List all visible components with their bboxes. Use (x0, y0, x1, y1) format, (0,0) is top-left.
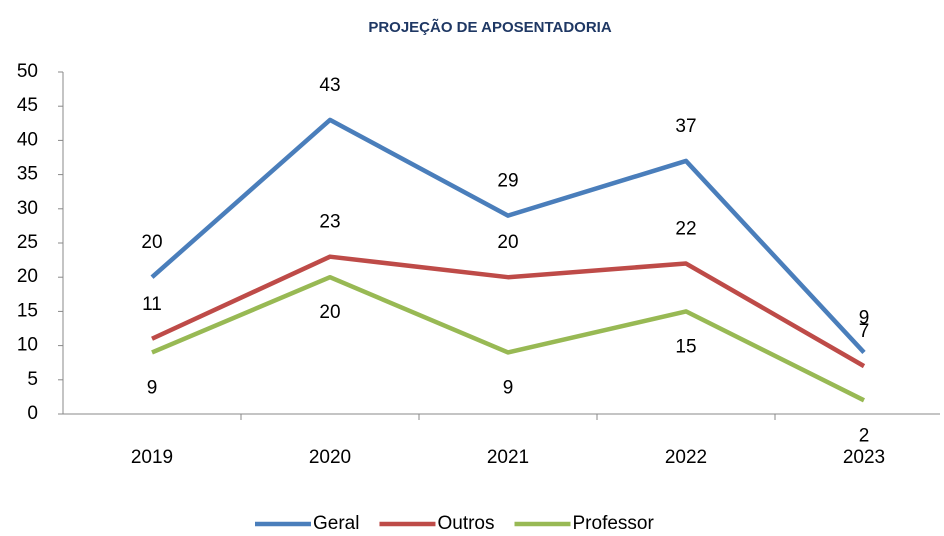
legend-label: Outros (437, 513, 494, 534)
series-line (151, 274, 866, 403)
x-tick-label: 2022 (665, 447, 707, 468)
data-label: 20 (497, 232, 518, 253)
y-tick-label: 30 (17, 198, 38, 219)
data-label: 2 (859, 425, 870, 446)
x-tick-label: 2023 (843, 447, 885, 468)
y-tick-label: 50 (17, 61, 38, 82)
data-label: 9 (503, 377, 514, 398)
data-label: 20 (141, 232, 162, 253)
x-tick-label: 2020 (309, 447, 351, 468)
data-label: 9 (147, 377, 158, 398)
y-tick-label: 40 (17, 129, 38, 150)
y-tick-label: 0 (27, 403, 38, 424)
series-line (151, 254, 866, 369)
y-tick-label: 20 (17, 266, 38, 287)
data-label: 15 (675, 336, 696, 357)
data-label: 37 (675, 116, 696, 137)
data-label: 23 (319, 212, 340, 233)
legend-label: Geral (313, 513, 359, 534)
y-tick-label: 10 (17, 335, 38, 356)
data-label: 20 (319, 302, 340, 323)
legend-label: Professor (573, 513, 655, 534)
data-label: 22 (675, 219, 696, 240)
y-tick-label: 25 (17, 232, 38, 253)
x-tick-label: 2021 (487, 447, 529, 468)
data-label: 11 (142, 294, 162, 315)
y-tick-label: 5 (27, 369, 38, 390)
data-label: 29 (497, 171, 518, 192)
data-label: 9 (859, 307, 870, 328)
data-label: 43 (319, 75, 340, 96)
y-tick-label: 35 (17, 164, 38, 185)
data-label: 7 (859, 321, 870, 342)
y-tick-label: 15 (17, 300, 38, 321)
y-tick-label: 45 (17, 95, 38, 116)
chart-title: PROJEÇÃO DE APOSENTADORIA (368, 18, 612, 36)
x-tick-label: 2019 (131, 447, 173, 468)
series-line (150, 117, 866, 354)
